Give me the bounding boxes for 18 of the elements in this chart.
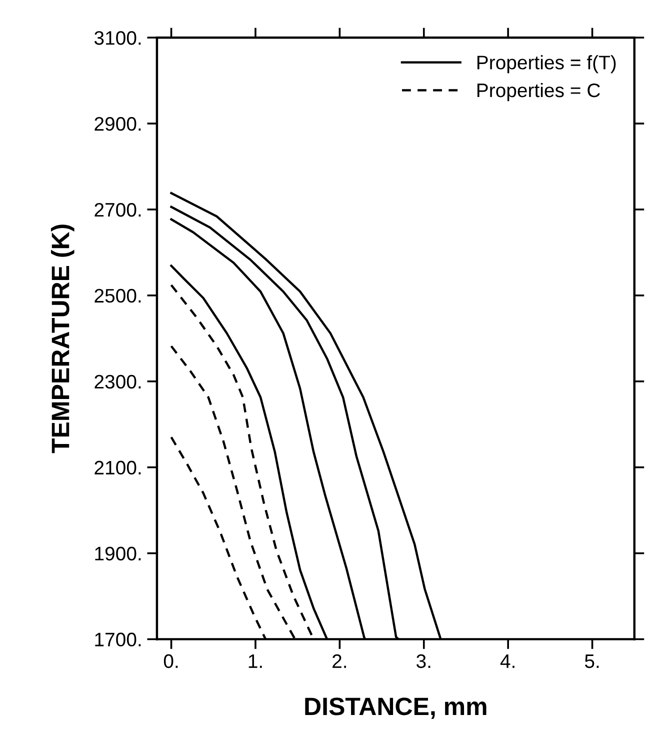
y-axis-title: TEMPERATURE (K) — [50, 224, 74, 454]
y-tick-label: 2300. — [94, 374, 141, 389]
legend-label: Properties = f(T) — [477, 55, 616, 74]
y-tick-label: 1900. — [95, 546, 141, 560]
y-tick-label: 2100. — [94, 460, 141, 475]
x-tick-label: 4. — [500, 654, 514, 668]
x-tick-label: 1. — [248, 654, 262, 668]
y-tick-label: 2900. — [94, 117, 141, 131]
x-tick-label: 2. — [332, 654, 346, 668]
x-tick-label: 3. — [416, 654, 430, 668]
legend-label: Properties = C — [477, 82, 600, 102]
x-tick-label: 5. — [584, 654, 599, 668]
x-tick-label: 0. — [164, 654, 178, 668]
y-tick-label: 1700. — [95, 632, 141, 646]
x-axis-title: DISTANCE, mm — [305, 698, 486, 719]
y-tick-label: 3100. — [94, 31, 141, 45]
y-tick-label: 2700. — [94, 202, 141, 217]
y-tick-label: 2500. — [94, 288, 141, 303]
